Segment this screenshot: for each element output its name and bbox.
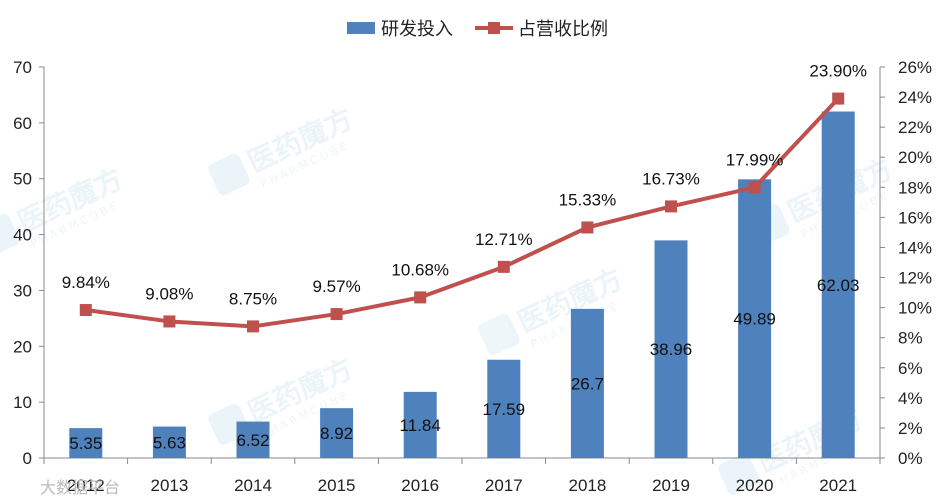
y-right-tick-label: 4% <box>898 389 923 408</box>
y-right-tick-label: 14% <box>898 238 932 257</box>
line-point <box>665 200 677 213</box>
y-right-tick-label: 16% <box>898 208 932 227</box>
x-tick-label: 2018 <box>568 476 606 495</box>
y-right-tick-label: 0% <box>898 449 923 468</box>
bar-data-label: 17.59 <box>483 400 526 419</box>
legend: 研发投入 占营收比例 <box>347 19 608 40</box>
y-right-tick-label: 10% <box>898 299 932 318</box>
y-right-tick-label: 12% <box>898 269 932 288</box>
bar <box>152 426 186 458</box>
line-data-label: 8.75% <box>229 289 277 308</box>
bar-data-label: 26.7 <box>571 374 604 393</box>
y-right-tick-label: 6% <box>898 359 923 378</box>
line-data-label: 17.99% <box>726 150 784 169</box>
line-point <box>832 92 845 105</box>
line-point <box>581 221 594 234</box>
x-tick-label: 2012 <box>67 476 105 495</box>
legend-bar-swatch <box>347 22 375 34</box>
corner-watermark-text: 大数据平台 <box>40 478 120 497</box>
y-right-tick-label: 26% <box>898 58 932 77</box>
bar <box>654 240 688 458</box>
y-left-tick-label: 20 <box>13 337 32 356</box>
line-data-label: 10.68% <box>391 260 449 279</box>
line-point <box>247 320 259 333</box>
bar <box>821 111 855 459</box>
line-data-label: 23.90% <box>809 62 867 81</box>
x-tick-label: 2013 <box>150 476 188 495</box>
line-point <box>79 304 92 317</box>
x-tick-label: 2014 <box>234 476 272 495</box>
bar <box>403 391 437 458</box>
legend-line-marker <box>488 22 500 34</box>
bar-data-label: 62.03 <box>817 276 860 295</box>
line-data-label: 9.57% <box>312 277 360 296</box>
y-right-tick-label: 24% <box>898 88 932 107</box>
x-tick-label: 2015 <box>318 476 356 495</box>
line-data-label: 9.84% <box>62 273 110 292</box>
bar-data-label: 5.35 <box>69 434 102 453</box>
line-point <box>330 308 343 321</box>
line-data-label: 16.73% <box>642 169 700 188</box>
bar <box>320 408 354 458</box>
bar <box>738 179 772 458</box>
y-left-tick-label: 70 <box>13 58 32 77</box>
watermark-cube-icon <box>718 453 760 495</box>
y-left-tick-label: 30 <box>13 281 32 300</box>
bar <box>570 308 604 458</box>
watermark-cube-icon <box>478 313 520 355</box>
legend-line-label: 占营收比例 <box>518 19 608 40</box>
y-right-tick-label: 22% <box>898 118 932 137</box>
legend-bar-label: 研发投入 <box>381 19 453 40</box>
bar <box>69 428 103 458</box>
bar-data-label: 5.63 <box>153 433 186 452</box>
y-left-tick-label: 50 <box>13 170 32 189</box>
line-data-label: 9.08% <box>145 284 193 303</box>
line-data-label: 12.71% <box>475 230 533 249</box>
bar-data-label: 11.84 <box>400 416 441 435</box>
line-point <box>414 291 427 304</box>
line-point <box>748 181 761 194</box>
watermark-cube-icon <box>0 213 20 255</box>
line-series <box>85 97 840 329</box>
y-left-tick-label: 40 <box>13 226 32 245</box>
bar <box>236 421 270 458</box>
y-right-tick-label: 8% <box>898 329 923 348</box>
x-tick-label: 2016 <box>401 476 439 495</box>
x-tick-label: 2019 <box>652 476 690 495</box>
line-point <box>497 260 510 273</box>
y-left-tick-label: 60 <box>13 114 32 133</box>
watermark-cube-icon <box>208 153 250 195</box>
y-right-tick-label: 18% <box>898 178 932 197</box>
line-data-label: 15.33% <box>559 190 617 209</box>
bar-data-label: 38.96 <box>650 340 693 359</box>
y-left-tick-label: 0 <box>23 449 32 468</box>
bar <box>487 359 521 458</box>
y-right-tick-label: 2% <box>898 419 923 438</box>
bar-data-label: 8.92 <box>320 424 353 443</box>
bar-data-label: 49.89 <box>733 310 776 329</box>
x-tick-label: 2017 <box>485 476 523 495</box>
x-tick-label: 2020 <box>736 476 774 495</box>
x-tick-label: 2021 <box>819 476 857 495</box>
y-left-tick-label: 10 <box>13 393 32 412</box>
line-point <box>163 315 176 328</box>
bar-data-label: 6.52 <box>236 431 269 450</box>
y-right-tick-label: 20% <box>898 148 932 167</box>
